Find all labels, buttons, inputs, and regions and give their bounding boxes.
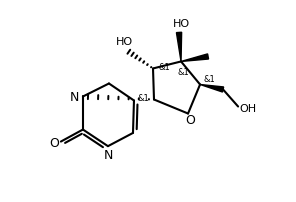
Text: N: N — [103, 148, 113, 161]
Text: &1: &1 — [137, 94, 149, 102]
Text: &1: &1 — [158, 63, 170, 72]
Polygon shape — [200, 85, 224, 93]
Text: O: O — [49, 136, 59, 149]
Polygon shape — [181, 55, 209, 62]
Text: HO: HO — [173, 19, 190, 29]
Text: &1: &1 — [177, 67, 189, 76]
Text: &1: &1 — [204, 75, 215, 84]
Text: O: O — [185, 114, 195, 127]
Polygon shape — [176, 33, 182, 62]
Text: N: N — [70, 90, 79, 103]
Text: OH: OH — [240, 103, 257, 113]
Text: HO: HO — [115, 37, 133, 47]
